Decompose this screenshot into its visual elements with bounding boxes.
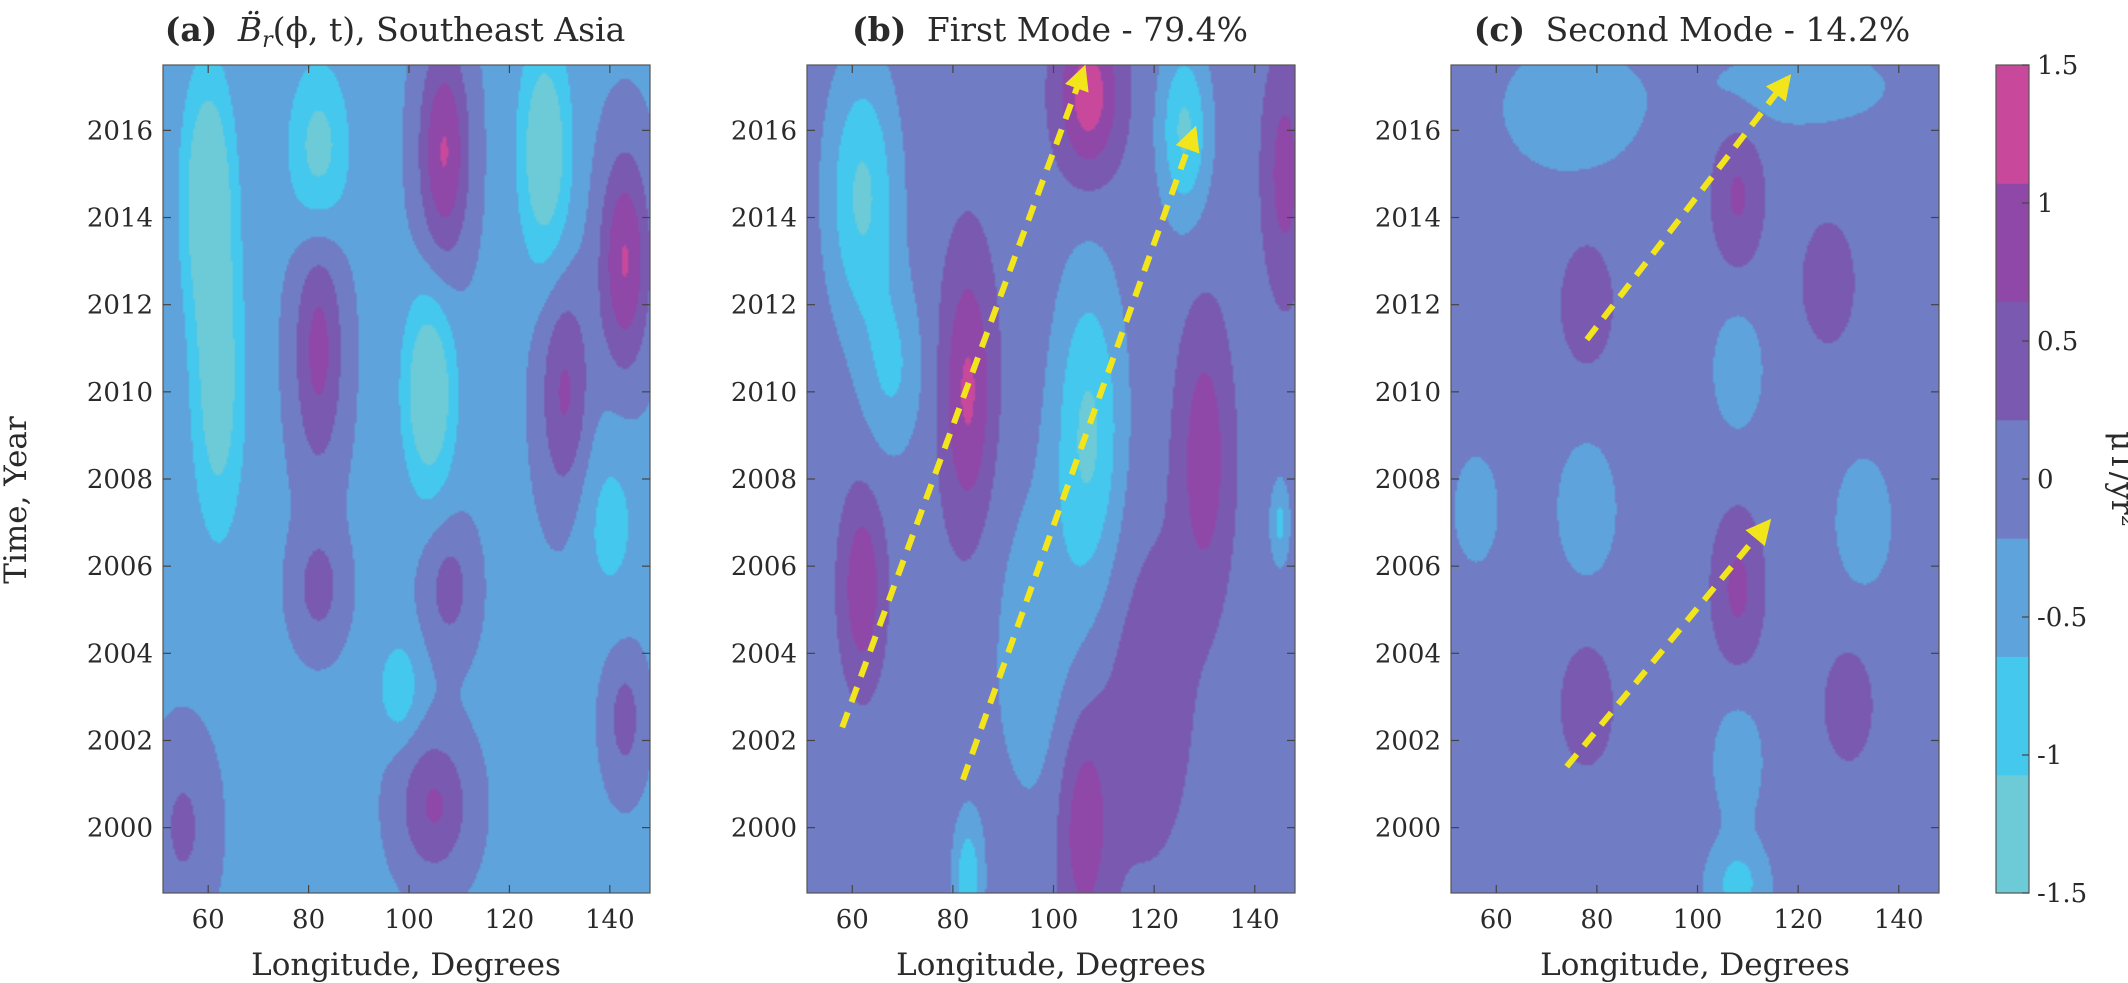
panel-a-ytick-label: 2006 — [87, 552, 153, 582]
panel-b-title-text: First Mode - 79.4% — [927, 10, 1248, 49]
panel-b-xtick-label: 100 — [1029, 905, 1079, 935]
panel-a-yticks: 2000 2002 2004 2006 2008 2010 2012 2014 2016 — [87, 116, 650, 844]
panel-b-field — [807, 65, 1295, 893]
panel-b-x-axis-label: Longitude, Degrees — [896, 947, 1206, 983]
colorbar-band — [1996, 301, 2029, 421]
panel-a-xtick-label: 120 — [485, 905, 535, 935]
colorbar-band — [1996, 183, 2029, 303]
panel-a-title-symbol: B̈ — [237, 10, 262, 49]
panel-a-ytick-label: 2014 — [87, 204, 153, 234]
panel-c-x-axis-label: Longitude, Degrees — [1540, 947, 1850, 983]
panel-b-ytick-label: 2006 — [731, 552, 797, 582]
panel-b-xtick-label: 60 — [836, 905, 869, 935]
panel-b-trend-arrow-1 — [839, 64, 1089, 729]
panel-c-ytick-label: 2004 — [1375, 639, 1441, 669]
panel-c-xticks: 60 80 100 120 140 — [1480, 65, 1924, 935]
panel-b-ytick-label: 2016 — [731, 116, 797, 146]
panel-a-x-axis-label: Longitude, Degrees — [251, 947, 561, 983]
panel-a-xtick-label: 140 — [585, 905, 635, 935]
panel-a-xticks: 60 80 100 120 140 — [192, 65, 635, 935]
panel-c-ytick-label: 2016 — [1375, 116, 1441, 146]
panel-b-trend-arrow-2 — [960, 125, 1200, 781]
panel-c-ytick-label: 2012 — [1375, 291, 1441, 321]
y-axis-label: Time, Year — [0, 416, 34, 584]
panel-a-ytick-label: 2008 — [87, 465, 153, 495]
panel-c-xtick-label: 60 — [1480, 905, 1513, 935]
panel-c-title-text: Second Mode - 14.2% — [1546, 10, 1911, 49]
panel-b-title: (b) First Mode - 79.4% — [852, 10, 1248, 49]
panel-a-title-sub: r — [262, 28, 274, 53]
panel-a-title: (a) B̈r(ϕ, t), Southeast Asia — [165, 10, 626, 53]
panel-b-xtick-label: 80 — [936, 905, 969, 935]
panel-c-field — [1451, 65, 1939, 893]
panel-a-xtick-label: 80 — [292, 905, 325, 935]
panel-c-xtick-label: 100 — [1673, 905, 1723, 935]
panel-c-arrows — [1564, 74, 1792, 769]
panel-b-contour-field — [807, 65, 1295, 893]
panel-a: (a) B̈r(ϕ, t), Southeast Asia 2000200220… — [87, 10, 651, 983]
panel-b-ytick-label: 2000 — [731, 814, 797, 844]
panel-c-contour-field — [1451, 65, 1939, 893]
panel-c-trend-arrow-1 — [1584, 74, 1792, 342]
panel-b-ytick-label: 2002 — [731, 726, 797, 756]
panel-a-title-tail: (ϕ, t), Southeast Asia — [273, 10, 626, 49]
colorbar-tick-label: 1.5 — [2037, 51, 2078, 81]
colorbar-ticks: 1.5 1 0.5 0 -0.5 -1 -1.5 — [2022, 51, 2087, 909]
colorbar-tick-label: 0 — [2037, 465, 2054, 495]
colorbar-tick-label: -0.5 — [2037, 603, 2087, 633]
panel-b-ytick-label: 2008 — [731, 465, 797, 495]
colorbar-band — [1996, 656, 2029, 776]
panel-a-xtick-label: 60 — [192, 905, 225, 935]
colorbar-tick-label: 0.5 — [2037, 327, 2078, 357]
panel-b-yticks: 2000 2002 2004 2006 2008 2010 2012 2014 2016 — [731, 116, 1295, 844]
panel-c-ytick-label: 2000 — [1375, 814, 1441, 844]
panel-b-ytick-label: 2012 — [731, 291, 797, 321]
panel-a-contour-field — [163, 65, 650, 893]
colorbar-tick-label: -1.5 — [2037, 879, 2087, 909]
panel-a-xtick-label: 100 — [384, 905, 434, 935]
panel-b: (b) First Mode - 79.4% 20002002200420062… — [731, 10, 1296, 983]
panel-c-xtick-label: 140 — [1874, 905, 1924, 935]
panel-b-ytick-label: 2004 — [731, 639, 797, 669]
panel-c-ytick-label: 2010 — [1375, 378, 1441, 408]
panel-b-xticks: 60 80 100 120 140 — [836, 65, 1280, 935]
colorbar-band — [1996, 65, 2029, 184]
colorbar-band — [1996, 538, 2029, 657]
panel-c: (c) Second Mode - 14.2% 2000 2002 2004 2006… — [1375, 10, 1940, 983]
panel-c-xtick-label: 80 — [1580, 905, 1613, 935]
panel-c-ytick-label: 2002 — [1375, 726, 1441, 756]
panel-c-title: (c) Second Mode - 14.2% — [1474, 10, 1910, 49]
panel-b-arrows — [839, 64, 1200, 781]
colorbar-band — [1996, 774, 2029, 894]
panel-a-title-bold: (a) — [165, 10, 218, 49]
panel-a-ytick-label: 2000 — [87, 814, 153, 844]
colorbar-tick-label: 1 — [2037, 189, 2054, 219]
panel-a-ytick-label: 2002 — [87, 726, 153, 756]
panel-a-ytick-label: 2016 — [87, 116, 153, 146]
colorbar-label: μT/yr² — [2104, 431, 2128, 527]
panel-c-yticks: 2000 2002 2004 2006 2008 2010 2012 2014 2016 — [1375, 116, 1939, 844]
panel-c-ytick-label: 2008 — [1375, 465, 1441, 495]
panel-b-xtick-label: 120 — [1129, 905, 1179, 935]
panel-b-ytick-label: 2014 — [731, 204, 797, 234]
panel-b-title-bold: (b) — [852, 10, 906, 49]
panel-b-xtick-label: 140 — [1230, 905, 1280, 935]
colorbar: 1.5 1 0.5 0 -0.5 -1 -1.5 μT/yr² — [1995, 51, 2128, 909]
panel-c-title-bold: (c) — [1474, 10, 1525, 49]
colorbar-tick-label: -1 — [2037, 741, 2062, 771]
panel-a-ytick-label: 2012 — [87, 291, 153, 321]
panel-a-field — [163, 65, 650, 893]
panel-a-ytick-label: 2010 — [87, 378, 153, 408]
panel-b-ytick-label: 2010 — [731, 378, 797, 408]
panel-c-ytick-label: 2006 — [1375, 552, 1441, 582]
panel-c-ytick-label: 2014 — [1375, 204, 1441, 234]
panel-c-xtick-label: 120 — [1773, 905, 1823, 935]
panel-a-ytick-label: 2004 — [87, 639, 153, 669]
